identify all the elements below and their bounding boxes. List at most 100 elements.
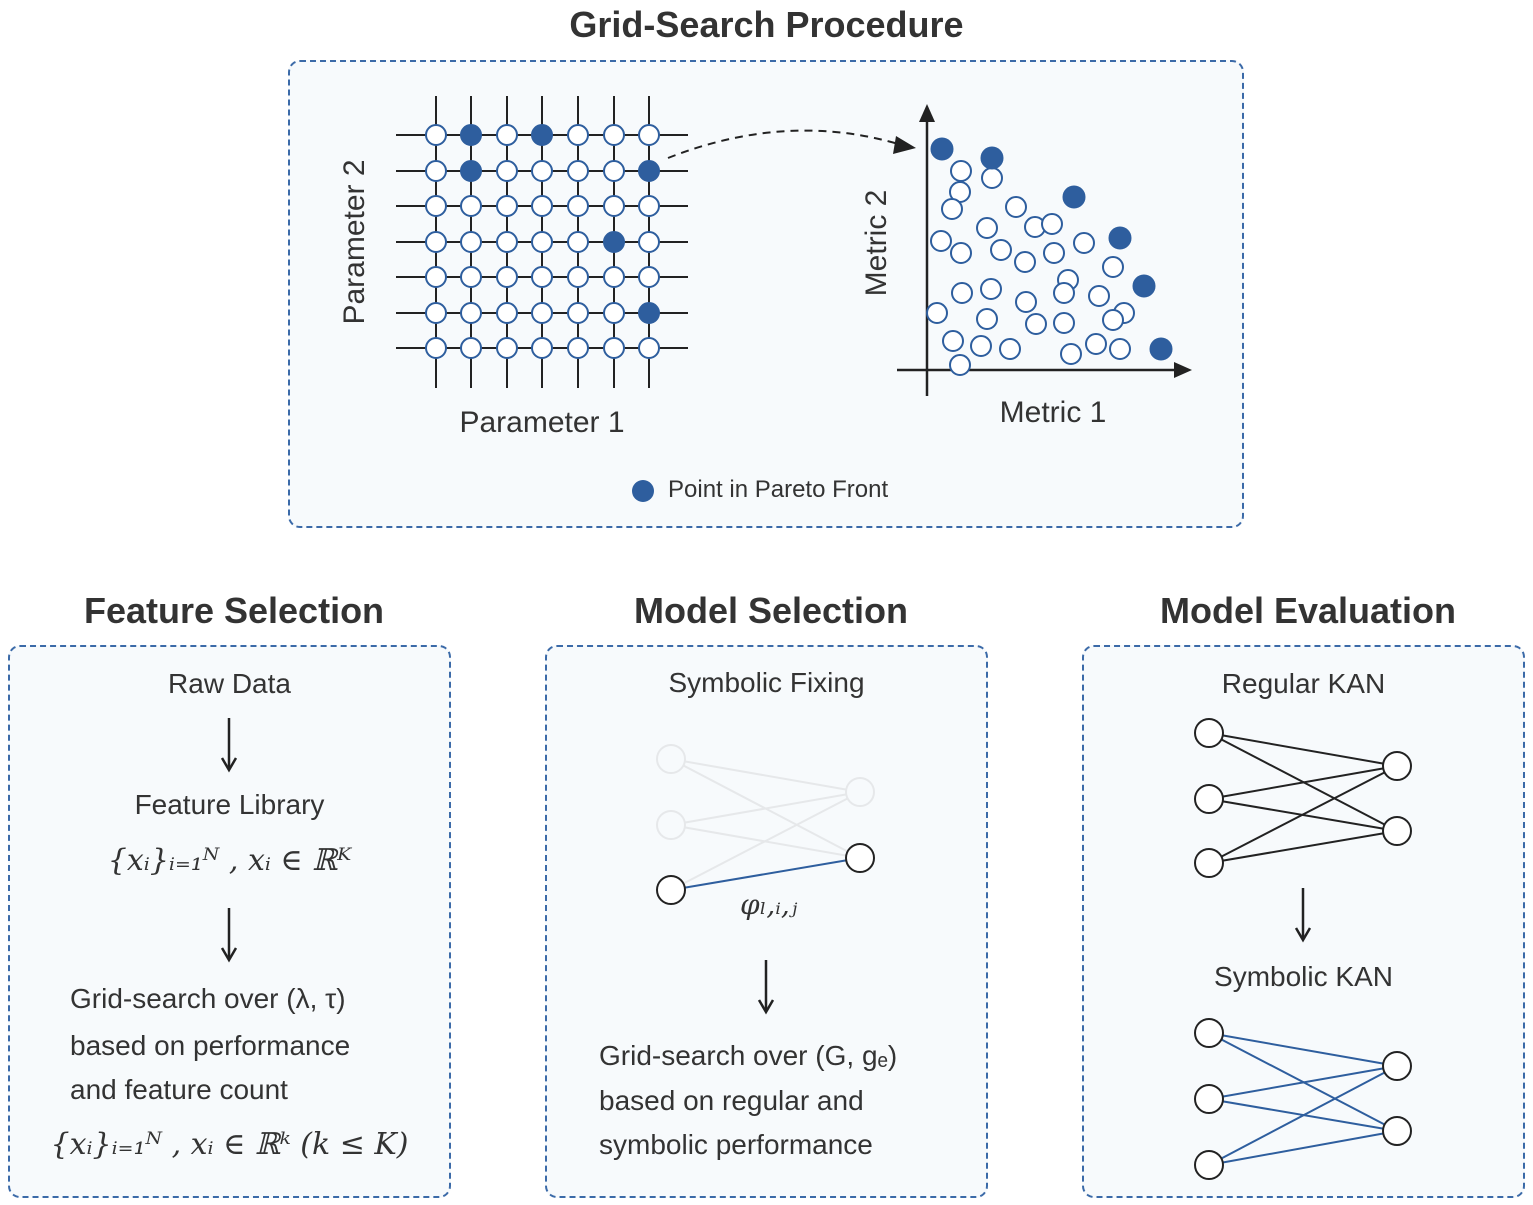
input-node — [1194, 784, 1224, 814]
grid-point — [425, 124, 447, 146]
grid-search-title: Grid-Search Procedure — [569, 4, 964, 45]
metric-point — [949, 354, 971, 376]
output-node — [845, 843, 875, 873]
raw-data-label: Raw Data — [168, 668, 291, 699]
grid-point — [603, 124, 625, 146]
metric-point — [1088, 285, 1110, 307]
grid-point — [496, 160, 518, 182]
metric-point — [1109, 338, 1131, 360]
pareto-metric-point — [1108, 226, 1132, 250]
transfer-arrowhead-icon — [893, 136, 916, 154]
transfer-arrow — [667, 129, 906, 159]
input-node — [1194, 718, 1224, 748]
output-node — [1382, 1116, 1412, 1146]
grid-point — [638, 266, 660, 288]
symbolic-kan-label: Symbolic KAN — [1214, 961, 1393, 992]
grid-point — [460, 231, 482, 253]
metric-point — [1014, 251, 1036, 273]
model-selection-title: Model Selection — [633, 590, 909, 631]
pareto-metric-point — [1132, 274, 1156, 298]
selected-features-formula: {xᵢ}ᵢ₌₁ᴺ , xᵢ ∈ ℝᵏ (k ≤ K) — [50, 1127, 409, 1162]
metric-point — [970, 335, 992, 357]
metric-point — [1025, 313, 1047, 335]
pareto-grid-point — [638, 160, 660, 182]
symbolic-fixing-network — [656, 744, 875, 905]
symbolic-kan-network — [1194, 1018, 1412, 1180]
metric-point — [1102, 309, 1124, 331]
down-arrow-icon — [757, 960, 775, 1015]
metric-point — [930, 230, 952, 252]
grid-point — [603, 302, 625, 324]
grid-point — [531, 266, 553, 288]
model-grid-search-text: based on regular and — [599, 1085, 864, 1116]
grid-point — [496, 231, 518, 253]
grid-point — [460, 302, 482, 324]
grid-point — [567, 266, 589, 288]
input-node — [1194, 1150, 1224, 1180]
pareto-legend-marker-icon — [632, 480, 654, 502]
metric-point — [1102, 256, 1124, 278]
model-selection-panel — [545, 645, 988, 1198]
metric-point — [950, 160, 972, 182]
grid-point — [531, 231, 553, 253]
grid-point — [496, 302, 518, 324]
pareto-metric-point — [930, 137, 954, 161]
feature-selection-title: Feature Selection — [83, 590, 385, 631]
parameter-1-label: Parameter 1 — [459, 406, 625, 439]
pareto-metric-point — [1149, 337, 1173, 361]
metric-point — [951, 282, 973, 304]
model-grid-search-text: Grid-search over (G, gₑ) — [599, 1040, 898, 1071]
input-node — [1194, 1018, 1224, 1048]
pareto-grid-point — [603, 231, 625, 253]
metric-point — [941, 198, 963, 220]
grid-point — [425, 337, 447, 359]
grid-point — [425, 302, 447, 324]
pareto-grid-point — [638, 302, 660, 324]
down-arrow-icon — [220, 718, 238, 773]
grid-point — [567, 337, 589, 359]
metric-point — [1053, 282, 1075, 304]
metric-point — [1043, 242, 1065, 264]
input-node — [1194, 848, 1224, 878]
grid-point — [425, 160, 447, 182]
metric-point — [999, 338, 1021, 360]
pareto-grid-point — [460, 160, 482, 182]
grid-point — [496, 124, 518, 146]
model-evaluation-panel — [1082, 645, 1525, 1198]
grid-point — [531, 302, 553, 324]
grid-point — [496, 337, 518, 359]
metric-point — [976, 217, 998, 239]
pareto-metric-point — [980, 146, 1004, 170]
output-node — [1382, 1051, 1412, 1081]
grid-point — [531, 195, 553, 217]
grid-point — [531, 160, 553, 182]
grid-point — [567, 124, 589, 146]
feature-library-label: Feature Library — [134, 789, 325, 820]
metric-point — [926, 302, 948, 324]
pareto-legend-label: Point in Pareto Front — [668, 476, 889, 503]
model-evaluation-title: Model Evaluation — [1159, 590, 1457, 631]
grid-point — [567, 231, 589, 253]
feature-library-formula: {xᵢ}ᵢ₌₁ᴺ , xᵢ ∈ ℝᴷ — [107, 843, 352, 878]
feature-grid-search-text: and feature count — [70, 1074, 288, 1105]
grid-point — [496, 266, 518, 288]
grid-point — [460, 195, 482, 217]
metric-point — [1085, 333, 1107, 355]
metric-point — [990, 239, 1012, 261]
grid-point — [567, 302, 589, 324]
grid-point — [638, 195, 660, 217]
output-node — [1382, 816, 1412, 846]
grid-point — [638, 124, 660, 146]
grid-point — [496, 195, 518, 217]
pareto-grid-point — [460, 124, 482, 146]
grid-point — [425, 231, 447, 253]
grid-point — [638, 337, 660, 359]
edge-function-label: φₗ,ᵢ,ⱼ — [740, 888, 798, 921]
model-grid-search-text: symbolic performance — [599, 1129, 873, 1160]
y-axis-arrowhead-icon — [919, 104, 935, 122]
grid-point — [603, 195, 625, 217]
down-arrow-icon — [220, 908, 238, 963]
input-node — [1194, 1084, 1224, 1114]
metric-point — [1015, 291, 1037, 313]
